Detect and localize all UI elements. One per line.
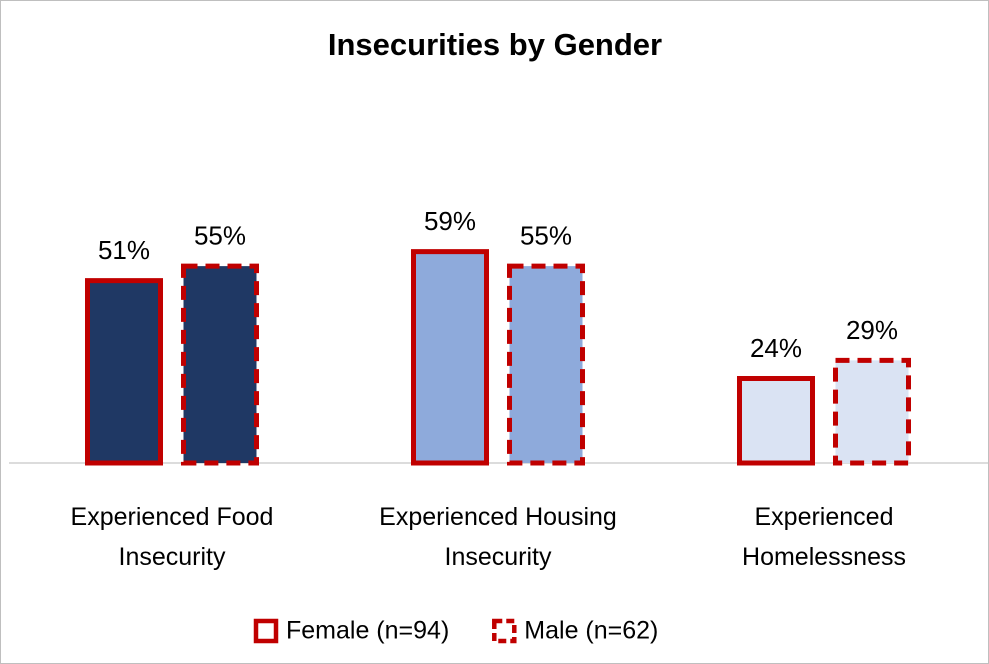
x-tick-label: Experienced Food Insecurity [70, 503, 274, 571]
bar [411, 249, 489, 466]
legend-swatch [253, 618, 279, 644]
legend-label: Male (n=62) [524, 617, 658, 645]
chart-title: Insecurities by Gender [328, 27, 662, 62]
data-label: 24% [750, 333, 802, 363]
bar [181, 263, 259, 466]
bar [833, 357, 911, 466]
bar [85, 278, 163, 466]
data-label: 59% [424, 206, 476, 236]
legend-label: Female (n=94) [286, 617, 449, 645]
data-label: 51% [98, 235, 150, 265]
bar [737, 376, 815, 466]
data-label: 55% [194, 221, 246, 251]
x-tick-label: Experienced Housing Insecurity [379, 503, 617, 571]
x-tick-label: Experienced Homelessness [742, 503, 906, 571]
legend-swatch [492, 618, 517, 644]
data-label: 55% [520, 221, 572, 251]
bar [507, 263, 585, 466]
data-label: 29% [846, 315, 898, 345]
